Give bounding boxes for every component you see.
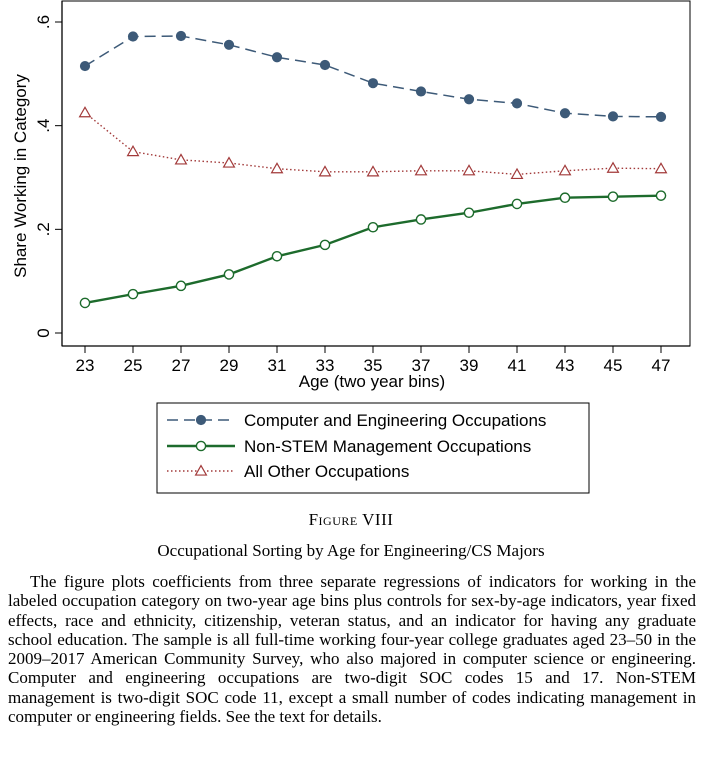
legend-item: All Other Occupations bbox=[167, 462, 409, 481]
data-point bbox=[511, 98, 523, 109]
data-point bbox=[127, 288, 139, 300]
x-tick-label: 43 bbox=[556, 356, 575, 375]
data-point bbox=[559, 108, 571, 119]
data-point bbox=[271, 250, 283, 262]
series-line bbox=[84, 194, 662, 305]
figure-label: Figure VIII bbox=[308, 510, 394, 529]
data-point bbox=[558, 164, 572, 176]
data-point bbox=[367, 78, 379, 89]
data-point bbox=[462, 164, 476, 176]
data-point bbox=[223, 269, 235, 280]
data-point bbox=[654, 162, 668, 174]
data-point bbox=[415, 86, 427, 97]
data-point bbox=[367, 221, 379, 233]
data-point bbox=[318, 165, 332, 177]
x-tick-label: 35 bbox=[364, 356, 383, 375]
legend-box bbox=[156, 402, 590, 494]
x-tick-label: 31 bbox=[268, 356, 287, 375]
data-point bbox=[126, 144, 140, 157]
chart: 23 25 27 29 31 33 35 37 39 41 43 45 47 0 .2 .4 .6 Age (… bbox=[11, 0, 691, 494]
data-point bbox=[223, 39, 235, 50]
data-point bbox=[510, 167, 524, 180]
data-point bbox=[415, 214, 427, 225]
data-point bbox=[271, 52, 283, 63]
data-point bbox=[607, 111, 619, 122]
data-point bbox=[319, 239, 331, 251]
data-point bbox=[175, 30, 187, 42]
data-point bbox=[174, 153, 188, 165]
y-axis-label: Share Working in Category bbox=[11, 74, 30, 278]
legend-label: Non-STEM Management Occupations bbox=[244, 437, 531, 456]
legend-swatch-marker bbox=[194, 464, 208, 476]
data-point bbox=[559, 192, 571, 204]
y-tick-label: 0 bbox=[34, 328, 53, 337]
legend-label: All Other Occupations bbox=[244, 462, 409, 481]
data-point bbox=[366, 165, 380, 177]
x-tick-label: 27 bbox=[172, 356, 191, 375]
x-tick-label: 39 bbox=[460, 356, 479, 375]
legend-label: Computer and Engineering Occupations bbox=[244, 411, 546, 430]
data-point bbox=[511, 198, 523, 210]
data-point bbox=[78, 106, 92, 118]
figure-title: Occupational Sorting by Age for Engineer… bbox=[157, 541, 545, 560]
y-tick-label: .4 bbox=[34, 119, 53, 133]
x-axis-label: Age (two year bins) bbox=[299, 372, 445, 391]
x-tick-label: 33 bbox=[316, 356, 335, 375]
series-2 bbox=[79, 190, 667, 309]
data-point bbox=[607, 191, 619, 202]
data-point bbox=[319, 59, 331, 71]
data-point bbox=[127, 31, 139, 42]
series-1 bbox=[79, 30, 667, 122]
series-3 bbox=[78, 106, 668, 180]
data-point bbox=[270, 162, 284, 174]
series-line bbox=[84, 35, 662, 118]
y-ticks: 0 .2 .4 .6 bbox=[34, 15, 62, 338]
x-tick-label: 45 bbox=[604, 356, 623, 375]
data-point bbox=[655, 111, 667, 122]
legend-item: Computer and Engineering Occupations bbox=[167, 411, 546, 430]
legend-swatch-marker bbox=[195, 440, 207, 452]
data-point bbox=[414, 164, 428, 176]
data-point bbox=[463, 94, 475, 105]
x-tick-label: 37 bbox=[412, 356, 431, 375]
x-tick-label: 29 bbox=[220, 356, 239, 375]
data-point bbox=[79, 60, 91, 72]
data-point bbox=[463, 207, 475, 219]
data-point bbox=[79, 297, 91, 309]
x-tick-label: 23 bbox=[76, 356, 95, 375]
series-line bbox=[84, 112, 662, 176]
data-point bbox=[222, 156, 236, 168]
legend-item: Non-STEM Management Occupations bbox=[167, 437, 531, 456]
data-point bbox=[175, 280, 187, 292]
legend-swatch-marker bbox=[195, 414, 207, 426]
x-tick-label: 47 bbox=[652, 356, 671, 375]
series-layer bbox=[78, 30, 668, 309]
x-tick-label: 25 bbox=[124, 356, 143, 375]
y-tick-label: .2 bbox=[34, 222, 53, 236]
y-tick-label: .6 bbox=[34, 15, 53, 29]
data-point bbox=[606, 161, 620, 173]
x-tick-label: 41 bbox=[508, 356, 527, 375]
x-ticks: 23 25 27 29 31 33 35 37 39 41 43 45 47 bbox=[76, 346, 671, 375]
data-point bbox=[655, 190, 667, 201]
figure-caption: The figure plots coefficients from three… bbox=[8, 572, 696, 727]
legend: Computer and Engineering Occupations Non-… bbox=[167, 411, 546, 481]
